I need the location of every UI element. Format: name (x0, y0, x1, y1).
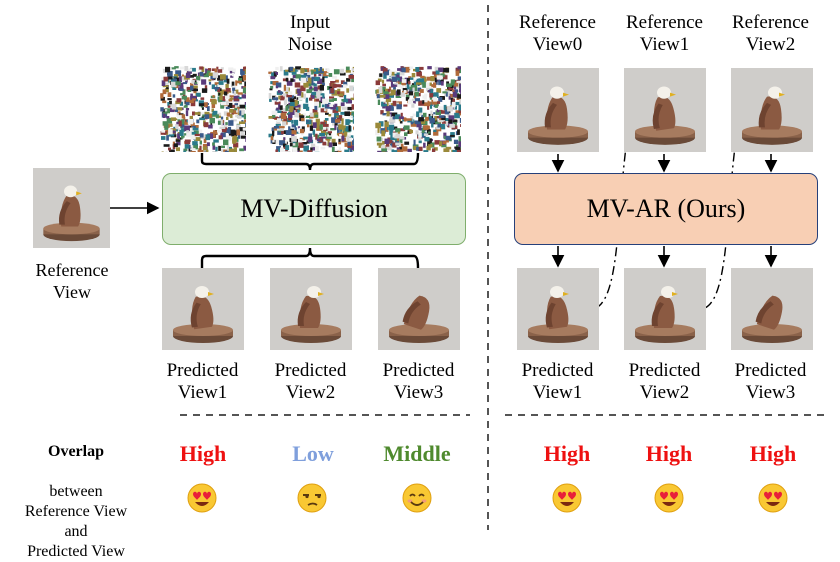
noise-texture (375, 66, 461, 152)
noise-image-1 (160, 66, 246, 152)
unamused-face-icon (297, 483, 327, 513)
reference-view2-label: Reference View2 (718, 12, 823, 56)
overlap-label-bold: Overlap (48, 443, 104, 460)
left-predicted-label-2: Predicted View2 (258, 360, 363, 404)
left-overlap-score-1: High (148, 441, 258, 467)
right-predicted-image-1 (517, 268, 599, 350)
left-predicted-label-3: Predicted View3 (366, 360, 471, 404)
reference-view0-label: Reference View0 (505, 12, 610, 56)
left-predicted-image-2 (270, 268, 352, 350)
mv-ar-block: MV-AR (Ours) (514, 173, 818, 245)
overlap-label: Overlap between Reference View and Predi… (6, 422, 146, 562)
reference-view0-image (517, 68, 599, 152)
smiling-face-icon (402, 483, 432, 513)
heart-eyes-icon (552, 483, 582, 513)
noise-image-2 (268, 66, 354, 152)
right-overlap-score-1: High (512, 441, 622, 467)
reference-view1-image (624, 68, 706, 152)
right-predicted-image-3 (731, 268, 813, 350)
reference-view1-label: Reference View1 (612, 12, 717, 56)
input-noise-label: Input Noise (270, 12, 350, 56)
mv-diffusion-label: MV-Diffusion (240, 194, 387, 224)
right-predicted-label-3: Predicted View3 (718, 360, 823, 404)
noise-image-3 (375, 66, 461, 152)
right-overlap-score-2: High (614, 441, 724, 467)
overlap-label-rest: between Reference View and Predicted Vie… (25, 483, 127, 560)
left-predicted-image-3 (378, 268, 460, 350)
left-overlap-score-3: Middle (362, 441, 472, 467)
noise-texture (160, 66, 246, 152)
right-predicted-image-2 (624, 268, 706, 350)
mv-ar-label: MV-AR (Ours) (587, 194, 746, 224)
noise-texture (268, 66, 354, 152)
left-overlap-score-2: Low (258, 441, 368, 467)
reference-view-image (33, 168, 110, 248)
heart-eyes-icon (654, 483, 684, 513)
reference-view2-image (731, 68, 813, 152)
left-predicted-image-1 (162, 268, 244, 350)
right-overlap-score-3: High (718, 441, 828, 467)
prediction-brace (202, 248, 418, 268)
heart-eyes-icon (187, 483, 217, 513)
noise-brace (202, 153, 418, 170)
mv-diffusion-block: MV-Diffusion (162, 173, 466, 245)
right-predicted-label-1: Predicted View1 (505, 360, 610, 404)
heart-eyes-icon (758, 483, 788, 513)
reference-view-label: Reference View (14, 259, 130, 303)
right-predicted-label-2: Predicted View2 (612, 360, 717, 404)
left-predicted-label-1: Predicted View1 (150, 360, 255, 404)
